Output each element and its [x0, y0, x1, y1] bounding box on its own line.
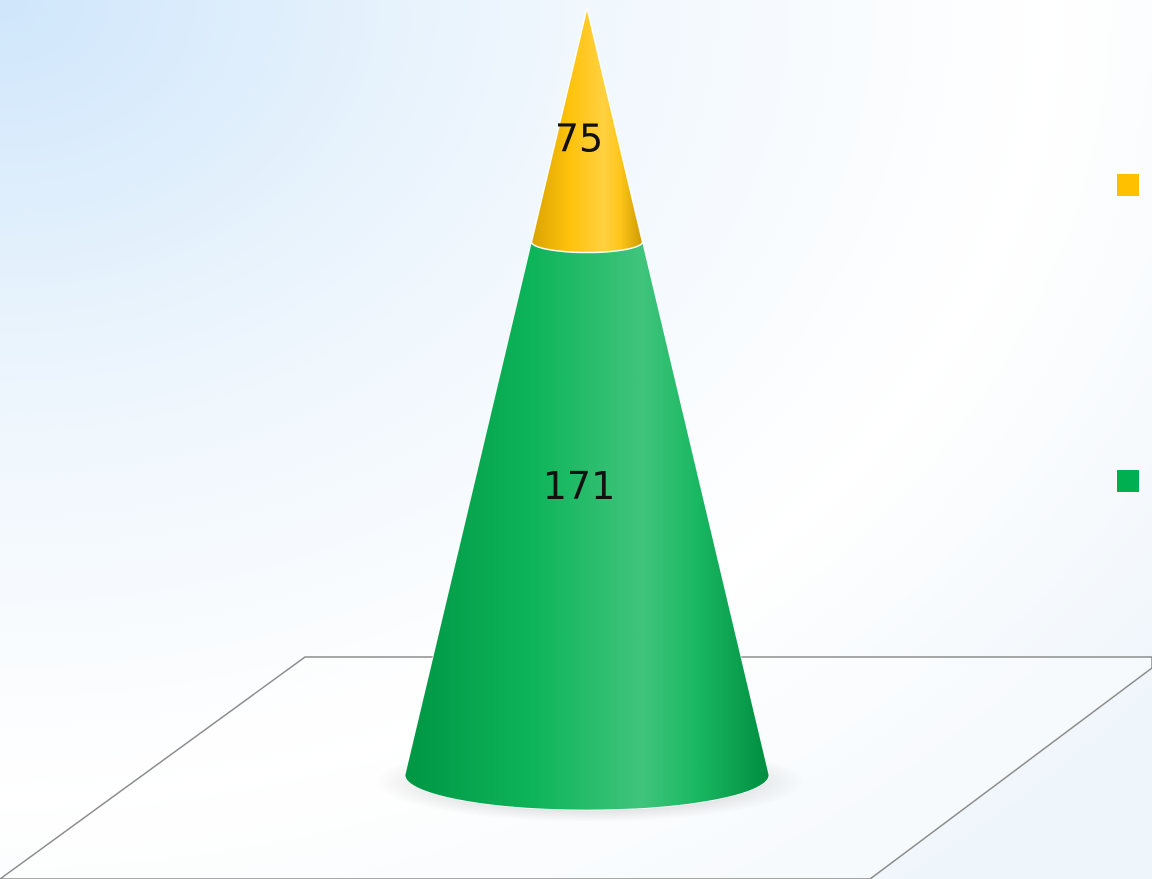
cone-segment	[530, 7, 644, 254]
legend	[1117, 174, 1139, 492]
legend-swatch	[1117, 470, 1139, 492]
plot: 171 75	[404, 7, 770, 811]
data-label: 75	[555, 116, 603, 160]
legend-swatch	[1117, 174, 1139, 196]
data-label: 171	[543, 464, 616, 508]
